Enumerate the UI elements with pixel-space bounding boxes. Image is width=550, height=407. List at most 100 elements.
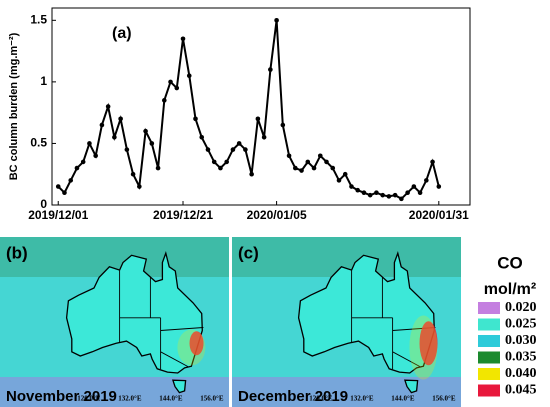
panel-caption: December 2019: [238, 388, 348, 405]
data-point: [193, 116, 198, 122]
data-point: [99, 122, 105, 128]
panel-caption: November 2019: [6, 388, 117, 405]
lon-tick-label: 120.0°E: [77, 395, 101, 403]
data-point: [430, 159, 435, 165]
data-point: [355, 187, 361, 193]
map-south-haze: [232, 377, 461, 407]
y-tick-label: 1: [40, 74, 47, 88]
lon-tick-label: 156.0°E: [200, 395, 224, 403]
data-point: [168, 79, 173, 85]
data-point: [436, 184, 442, 189]
legend-label: 0.020: [505, 300, 537, 315]
panel-label: (c): [238, 243, 259, 262]
data-point: [236, 141, 242, 146]
data-point: [305, 159, 311, 165]
lon-tick-label: 144.0°E: [391, 395, 415, 403]
legend-swatch: [478, 384, 500, 397]
fire-plume: [189, 331, 204, 356]
lon-tick-label: 132.0°E: [350, 395, 374, 403]
x-tick-label: 2019/12/01: [28, 208, 88, 222]
data-point: [299, 168, 304, 173]
data-point: [317, 153, 323, 159]
state-border: [160, 351, 189, 367]
data-point: [342, 171, 348, 177]
legend-swatch: [478, 302, 500, 314]
data-point: [424, 178, 429, 183]
data-point: [218, 165, 223, 171]
data-point: [324, 159, 329, 165]
data-point: [224, 159, 229, 165]
state-border: [160, 327, 204, 331]
legend-title: CO: [497, 253, 523, 272]
data-point: [367, 192, 373, 198]
panel-label: (b): [6, 243, 28, 262]
data-point: [93, 153, 98, 159]
legend-swatch: [478, 368, 500, 380]
data-point: [186, 73, 192, 79]
data-point: [199, 134, 205, 140]
data-point: [243, 147, 248, 152]
data-point: [349, 184, 354, 189]
data-point: [417, 190, 423, 195]
fire-halo: [409, 315, 438, 380]
map-south-haze: [0, 377, 229, 407]
tasmania: [171, 379, 187, 394]
data-point: [205, 147, 211, 152]
data-point: [392, 192, 398, 198]
data-point: [74, 165, 80, 171]
data-point: [255, 116, 261, 122]
data-point: [311, 165, 317, 171]
data-point: [149, 141, 155, 146]
plot-frame: [51, 7, 471, 206]
data-point: [155, 165, 161, 171]
data-point: [249, 171, 254, 177]
legend-swatch: [478, 318, 500, 331]
data-point: [180, 36, 186, 42]
data-point: [130, 171, 136, 177]
annotation: (a): [112, 25, 132, 42]
lon-tick-label: 132.0°E: [118, 395, 142, 403]
fire-plume: [419, 321, 438, 366]
legend-swatch: [478, 351, 500, 364]
data-point: [161, 98, 167, 103]
data-point: [380, 192, 385, 198]
legend-swatch: [478, 335, 500, 347]
data-point: [411, 184, 417, 189]
data-point: [118, 116, 123, 122]
data-point: [261, 134, 267, 140]
legend-label: 0.045: [505, 383, 537, 398]
data-point: [112, 134, 117, 140]
data-point: [143, 128, 148, 134]
data-point: [80, 159, 86, 165]
data-point: [87, 141, 92, 146]
data-point: [137, 184, 142, 189]
data-point: [274, 18, 279, 23]
data-point: [55, 184, 61, 189]
legend-unit: mol/m²: [484, 281, 536, 298]
data-point: [374, 190, 379, 195]
state-border: [392, 351, 421, 367]
fire-halo: [177, 329, 206, 366]
x-tick-label: 2020/01/05: [247, 208, 307, 222]
data-point: [405, 190, 410, 195]
lon-tick-label: 120.0°E: [309, 395, 333, 403]
y-tick-label: 0.5: [30, 136, 47, 150]
data-point: [68, 178, 74, 183]
data-point: [268, 67, 273, 72]
data-point: [174, 85, 180, 91]
lon-tick-label: 156.0°E: [432, 395, 456, 403]
y-axis-label: BC column burden (mg.m⁻²): [8, 32, 20, 180]
tasmania: [403, 379, 419, 394]
data-point: [399, 196, 404, 202]
y-tick-label: 0: [40, 197, 47, 211]
legend-label: 0.035: [505, 350, 537, 365]
australia: [65, 250, 203, 374]
data-point: [211, 159, 217, 165]
legend-label: 0.030: [505, 333, 537, 348]
y-tick-label: 1.5: [30, 12, 47, 26]
lon-tick-label: 144.0°E: [159, 395, 183, 403]
